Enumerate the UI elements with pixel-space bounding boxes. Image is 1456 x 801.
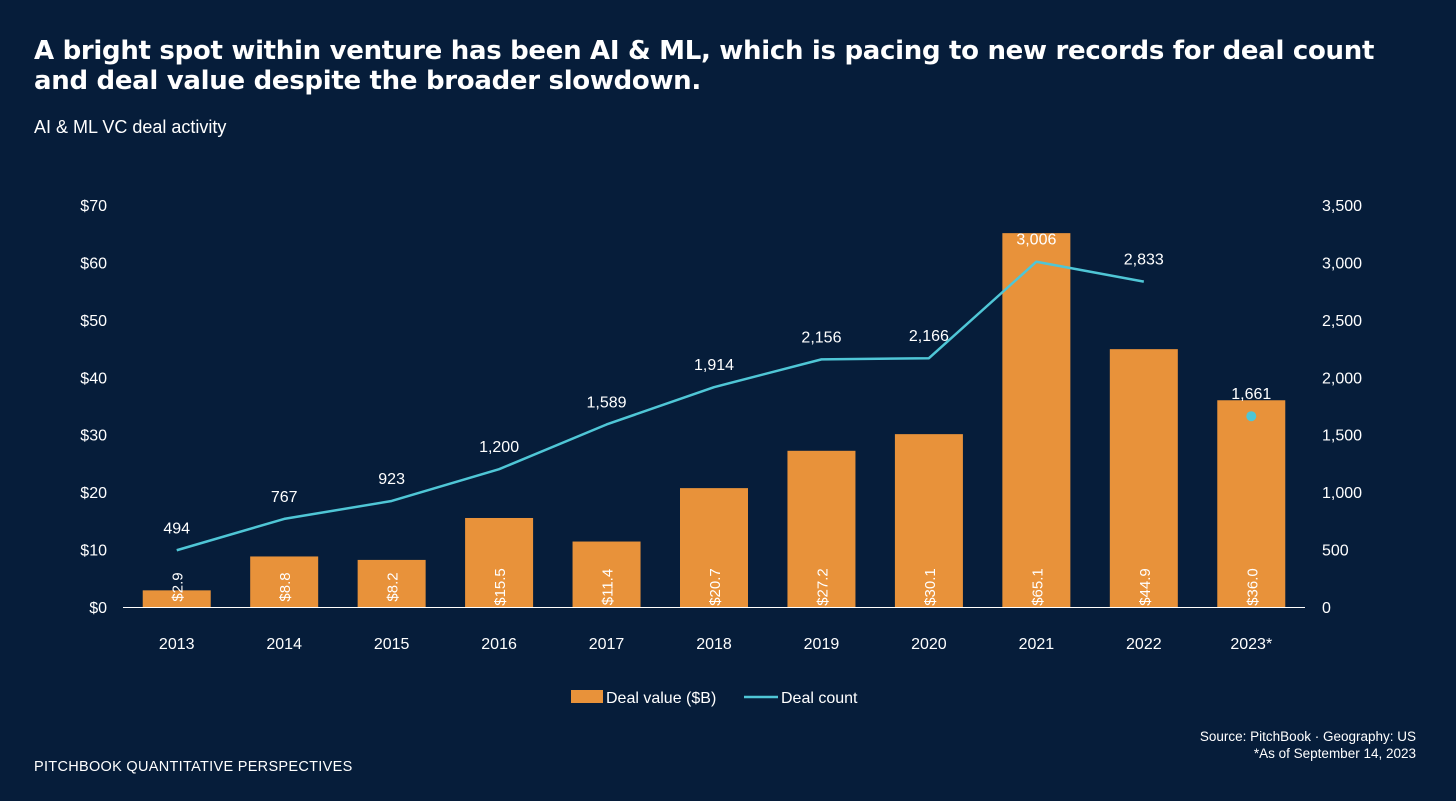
y-left-tick-label: $0 xyxy=(89,600,107,617)
bar-deal-value xyxy=(787,450,856,607)
y-right-tick-label: 0 xyxy=(1322,600,1331,617)
y-right-tick-label: 1,000 xyxy=(1322,485,1362,502)
bar-value-label: $11.4 xyxy=(600,569,617,605)
bar-deal-value xyxy=(357,559,426,607)
legend-label-deal-count: Deal count xyxy=(781,690,858,707)
bar-deal-value xyxy=(894,434,963,607)
y-left-tick-label: $30 xyxy=(80,428,107,445)
deal-count-label: 2,166 xyxy=(909,328,949,345)
x-tick-label: 2014 xyxy=(266,636,302,653)
y-right-tick-label: 500 xyxy=(1322,543,1349,560)
bar-value-label: $36.0 xyxy=(1244,568,1261,606)
bar-value-label: $20.7 xyxy=(707,568,724,606)
source-note: Source: PitchBook · Geography: US *As of… xyxy=(1200,728,1416,762)
x-tick-label: 2015 xyxy=(374,636,410,653)
chart-subtitle: AI & ML VC deal activity xyxy=(34,117,227,137)
x-tick-label: 2019 xyxy=(804,636,840,653)
y-left-tick-label: $40 xyxy=(80,370,107,387)
deal-count-label: 1,200 xyxy=(479,439,519,456)
y-left-tick-label: $20 xyxy=(80,485,107,502)
bar-deal-value xyxy=(1109,349,1178,607)
x-tick-label: 2021 xyxy=(1019,636,1055,653)
deal-count-label: 3,006 xyxy=(1016,232,1056,249)
deal-count-label: 767 xyxy=(271,489,298,506)
x-tick-label: 2017 xyxy=(589,636,625,653)
y-left-tick-label: $50 xyxy=(80,313,107,330)
bar-value-label: $27.2 xyxy=(814,568,831,606)
bar-deal-value xyxy=(142,590,211,607)
bar-value-label: $65.1 xyxy=(1029,568,1046,606)
y-right-tick-label: 2,000 xyxy=(1322,370,1362,387)
y-right-tick-label: 3,500 xyxy=(1322,198,1362,215)
legend-swatch-deal-value xyxy=(571,690,603,703)
bar-deal-value xyxy=(680,488,748,607)
bar-deal-value xyxy=(250,556,319,607)
x-tick-label: 2022 xyxy=(1126,636,1162,653)
y-left-tick-label: $60 xyxy=(80,255,107,272)
y-left-tick-label: $10 xyxy=(80,543,107,560)
bar-value-label: $15.5 xyxy=(492,568,509,606)
y-right-tick-label: 2,500 xyxy=(1322,313,1362,330)
y-left-tick-label: $70 xyxy=(80,198,107,215)
x-tick-label: 2013 xyxy=(159,636,195,653)
y-right-tick-label: 1,500 xyxy=(1322,428,1362,445)
bar-value-label: $2.9 xyxy=(170,572,187,601)
legend-label-deal-value: Deal value ($B) xyxy=(606,690,716,707)
bar-deal-value xyxy=(1002,233,1071,607)
y-right-tick-label: 3,000 xyxy=(1322,255,1362,272)
deal-count-label: 494 xyxy=(163,520,190,537)
bar-deal-value xyxy=(572,541,641,607)
headline: A bright spot within venture has been AI… xyxy=(34,36,1375,96)
bar-deal-value xyxy=(465,517,534,607)
deal-count-label: 1,661 xyxy=(1231,386,1271,403)
bar-deal-value xyxy=(1217,400,1286,607)
bar-value-label: $8.8 xyxy=(277,572,294,601)
source-text: Source: PitchBook · Geography: US xyxy=(1199,729,1416,744)
x-tick-label: 2016 xyxy=(481,636,517,653)
deal-count-point xyxy=(1246,411,1257,422)
date-note: *As of September 14, 2023 xyxy=(1253,746,1416,761)
bar-value-label: $30.1 xyxy=(922,568,939,606)
deal-count-label: 1,589 xyxy=(587,394,627,411)
deal-count-label: 1,914 xyxy=(694,357,734,374)
x-tick-label: 2023* xyxy=(1230,636,1272,653)
x-tick-label: 2020 xyxy=(911,636,947,653)
deal-count-label: 2,156 xyxy=(801,329,841,346)
bar-value-label: $44.9 xyxy=(1137,568,1154,606)
brand-label: PITCHBOOK QUANTITATIVE PERSPECTIVES xyxy=(34,759,353,775)
x-tick-label: 2018 xyxy=(696,636,732,653)
deal-count-line xyxy=(176,260,1145,552)
bar-value-label: $8.2 xyxy=(385,572,402,601)
deal-count-label: 2,833 xyxy=(1124,252,1164,269)
deal-count-label: 923 xyxy=(378,471,405,488)
